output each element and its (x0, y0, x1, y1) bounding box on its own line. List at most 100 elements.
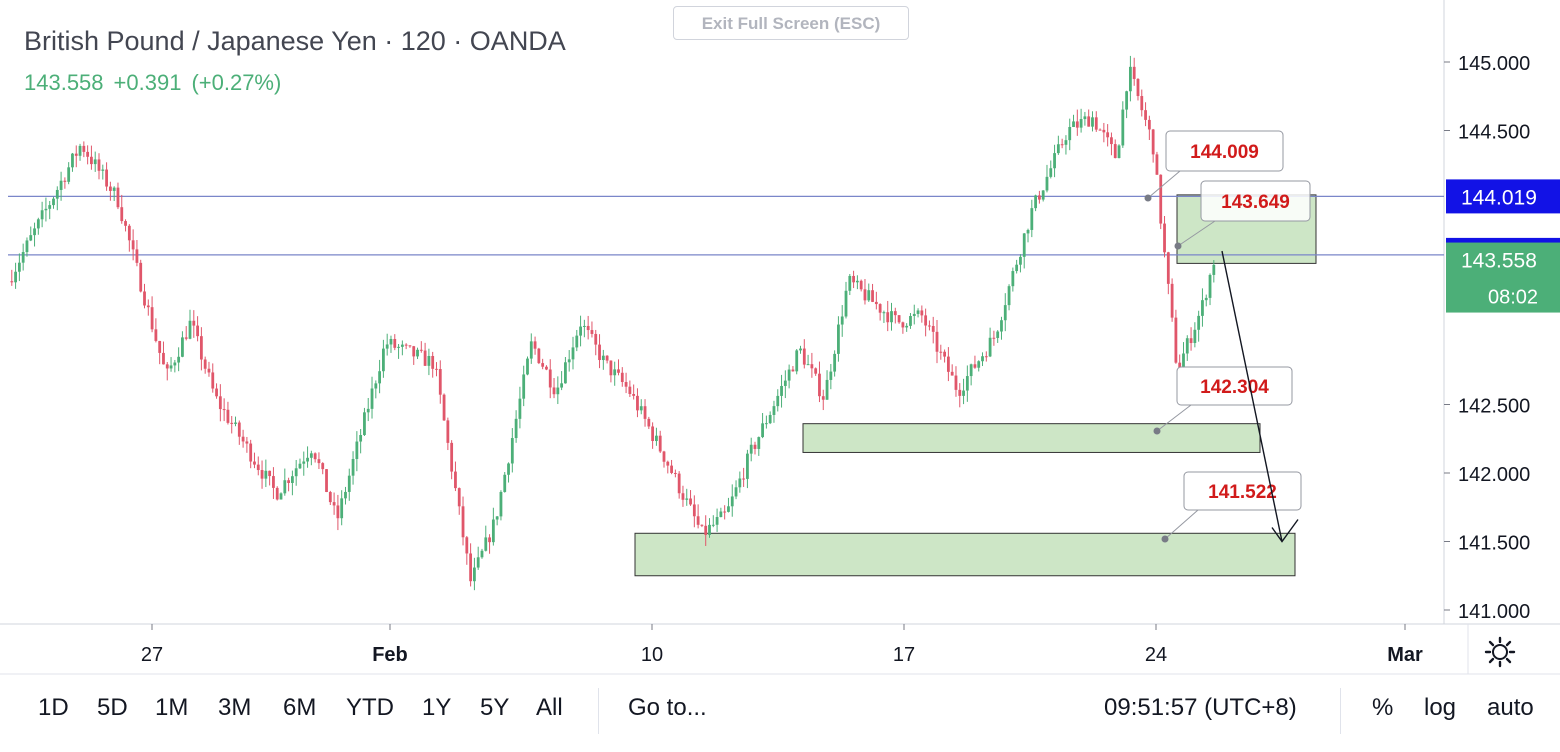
candle-body (283, 480, 287, 494)
candle-body (586, 325, 590, 331)
candle-body (450, 442, 454, 472)
candle-body (253, 461, 256, 465)
callout-anchor (1161, 535, 1169, 543)
price-chart[interactable]: 144.009 143.649 142.304 141.522 145.000 144.5… (0, 0, 1560, 676)
range-button-all[interactable]: All (536, 694, 563, 721)
candle-body (336, 505, 340, 519)
candle-body (328, 492, 332, 503)
price-change: +0.391 (113, 70, 182, 95)
candle-body (86, 151, 90, 157)
callout-box (1200, 180, 1311, 222)
auto-scale-toggle[interactable]: auto (1487, 694, 1534, 721)
price-tick-label: 145.000 (1458, 53, 1530, 75)
callout-box (1165, 130, 1284, 172)
callout-anchor (1144, 194, 1152, 202)
range-button-5d[interactable]: 5D (97, 694, 128, 721)
candle-body (196, 325, 199, 337)
candle-body (1163, 223, 1166, 253)
support-zone (802, 423, 1261, 453)
candle-body (647, 418, 651, 427)
candle-body (1022, 233, 1026, 257)
candle-body (1068, 126, 1072, 141)
candle-body (935, 331, 939, 352)
candle-body (905, 325, 909, 328)
candle-body (859, 280, 863, 290)
goto-button[interactable]: Go to... (628, 694, 707, 721)
candle-body (605, 355, 609, 361)
candle-body (1113, 144, 1117, 159)
candle-body (692, 504, 696, 517)
candle-body (829, 371, 833, 380)
candle-body (1144, 110, 1147, 120)
candle-body (1011, 271, 1015, 287)
candle-body (943, 351, 946, 357)
candle-body (503, 474, 507, 492)
candle-body (1204, 297, 1208, 301)
candle-body (465, 537, 469, 554)
range-button-1d[interactable]: 1D (38, 694, 69, 721)
candle-body (381, 348, 385, 372)
candle-body (575, 335, 579, 348)
candle-body (825, 379, 829, 400)
candle-body (579, 326, 582, 336)
candle-body (901, 322, 905, 328)
log-scale-toggle[interactable]: log (1424, 694, 1457, 721)
candle-body (480, 550, 484, 558)
candle-body (423, 350, 427, 366)
exit-fullscreen-button[interactable]: Exit Full Screen (ESC) (673, 6, 909, 40)
range-button-1m[interactable]: 1M (155, 694, 189, 721)
candle-body (1208, 274, 1212, 298)
candle-body (529, 341, 533, 359)
candle-body (454, 471, 457, 489)
candle-body (249, 443, 253, 462)
candle-body (776, 395, 780, 407)
candle-body (370, 388, 374, 409)
candle-body (351, 459, 355, 476)
candle-body (1189, 338, 1193, 344)
candle-body (1015, 264, 1019, 272)
candle-body (146, 305, 150, 308)
range-button-ytd[interactable]: YTD (346, 694, 394, 721)
candle-body (321, 463, 325, 470)
candle-body (139, 262, 143, 292)
candle-body (1166, 252, 1170, 284)
candle-body (82, 145, 86, 152)
candle-body (230, 422, 234, 424)
range-button-6m[interactable]: 6M (283, 694, 317, 721)
candle-body (181, 337, 184, 357)
candle-body (1037, 195, 1041, 200)
candle-body (135, 249, 139, 263)
candle-body (1049, 168, 1053, 177)
toolbar-separator (1340, 688, 1341, 734)
candle-body (590, 330, 594, 334)
candle-body (723, 511, 727, 513)
price-tick-label: 141.500 (1458, 533, 1530, 555)
candle-body (1117, 145, 1121, 159)
candle-body (294, 468, 298, 477)
candle-body (325, 469, 328, 493)
percent-scale-toggle[interactable]: % (1372, 694, 1394, 721)
time-tick-label: 24 (1145, 644, 1167, 666)
candle-body (25, 240, 29, 253)
candle-body (556, 387, 560, 395)
candle-body (799, 348, 802, 351)
last-price-badge (1446, 242, 1560, 313)
candle-body (287, 480, 290, 483)
range-button-3m[interactable]: 3M (218, 694, 252, 721)
candle-body (1003, 305, 1007, 321)
candle-body (116, 187, 120, 208)
candle-body (476, 557, 480, 568)
candle-body (222, 409, 226, 411)
candle-body (685, 498, 689, 500)
range-button-1y[interactable]: 1Y (422, 694, 452, 721)
candle-body (545, 366, 548, 370)
range-button-5y[interactable]: 5Y (480, 694, 510, 721)
settings-gear-icon[interactable] (1484, 636, 1516, 668)
candle-body (313, 453, 317, 460)
candle-body (1110, 137, 1113, 145)
candle-body (1193, 329, 1197, 344)
candle-body (541, 363, 545, 367)
candle-body (393, 338, 397, 348)
candle-body (920, 310, 924, 316)
candle-body (871, 290, 874, 302)
